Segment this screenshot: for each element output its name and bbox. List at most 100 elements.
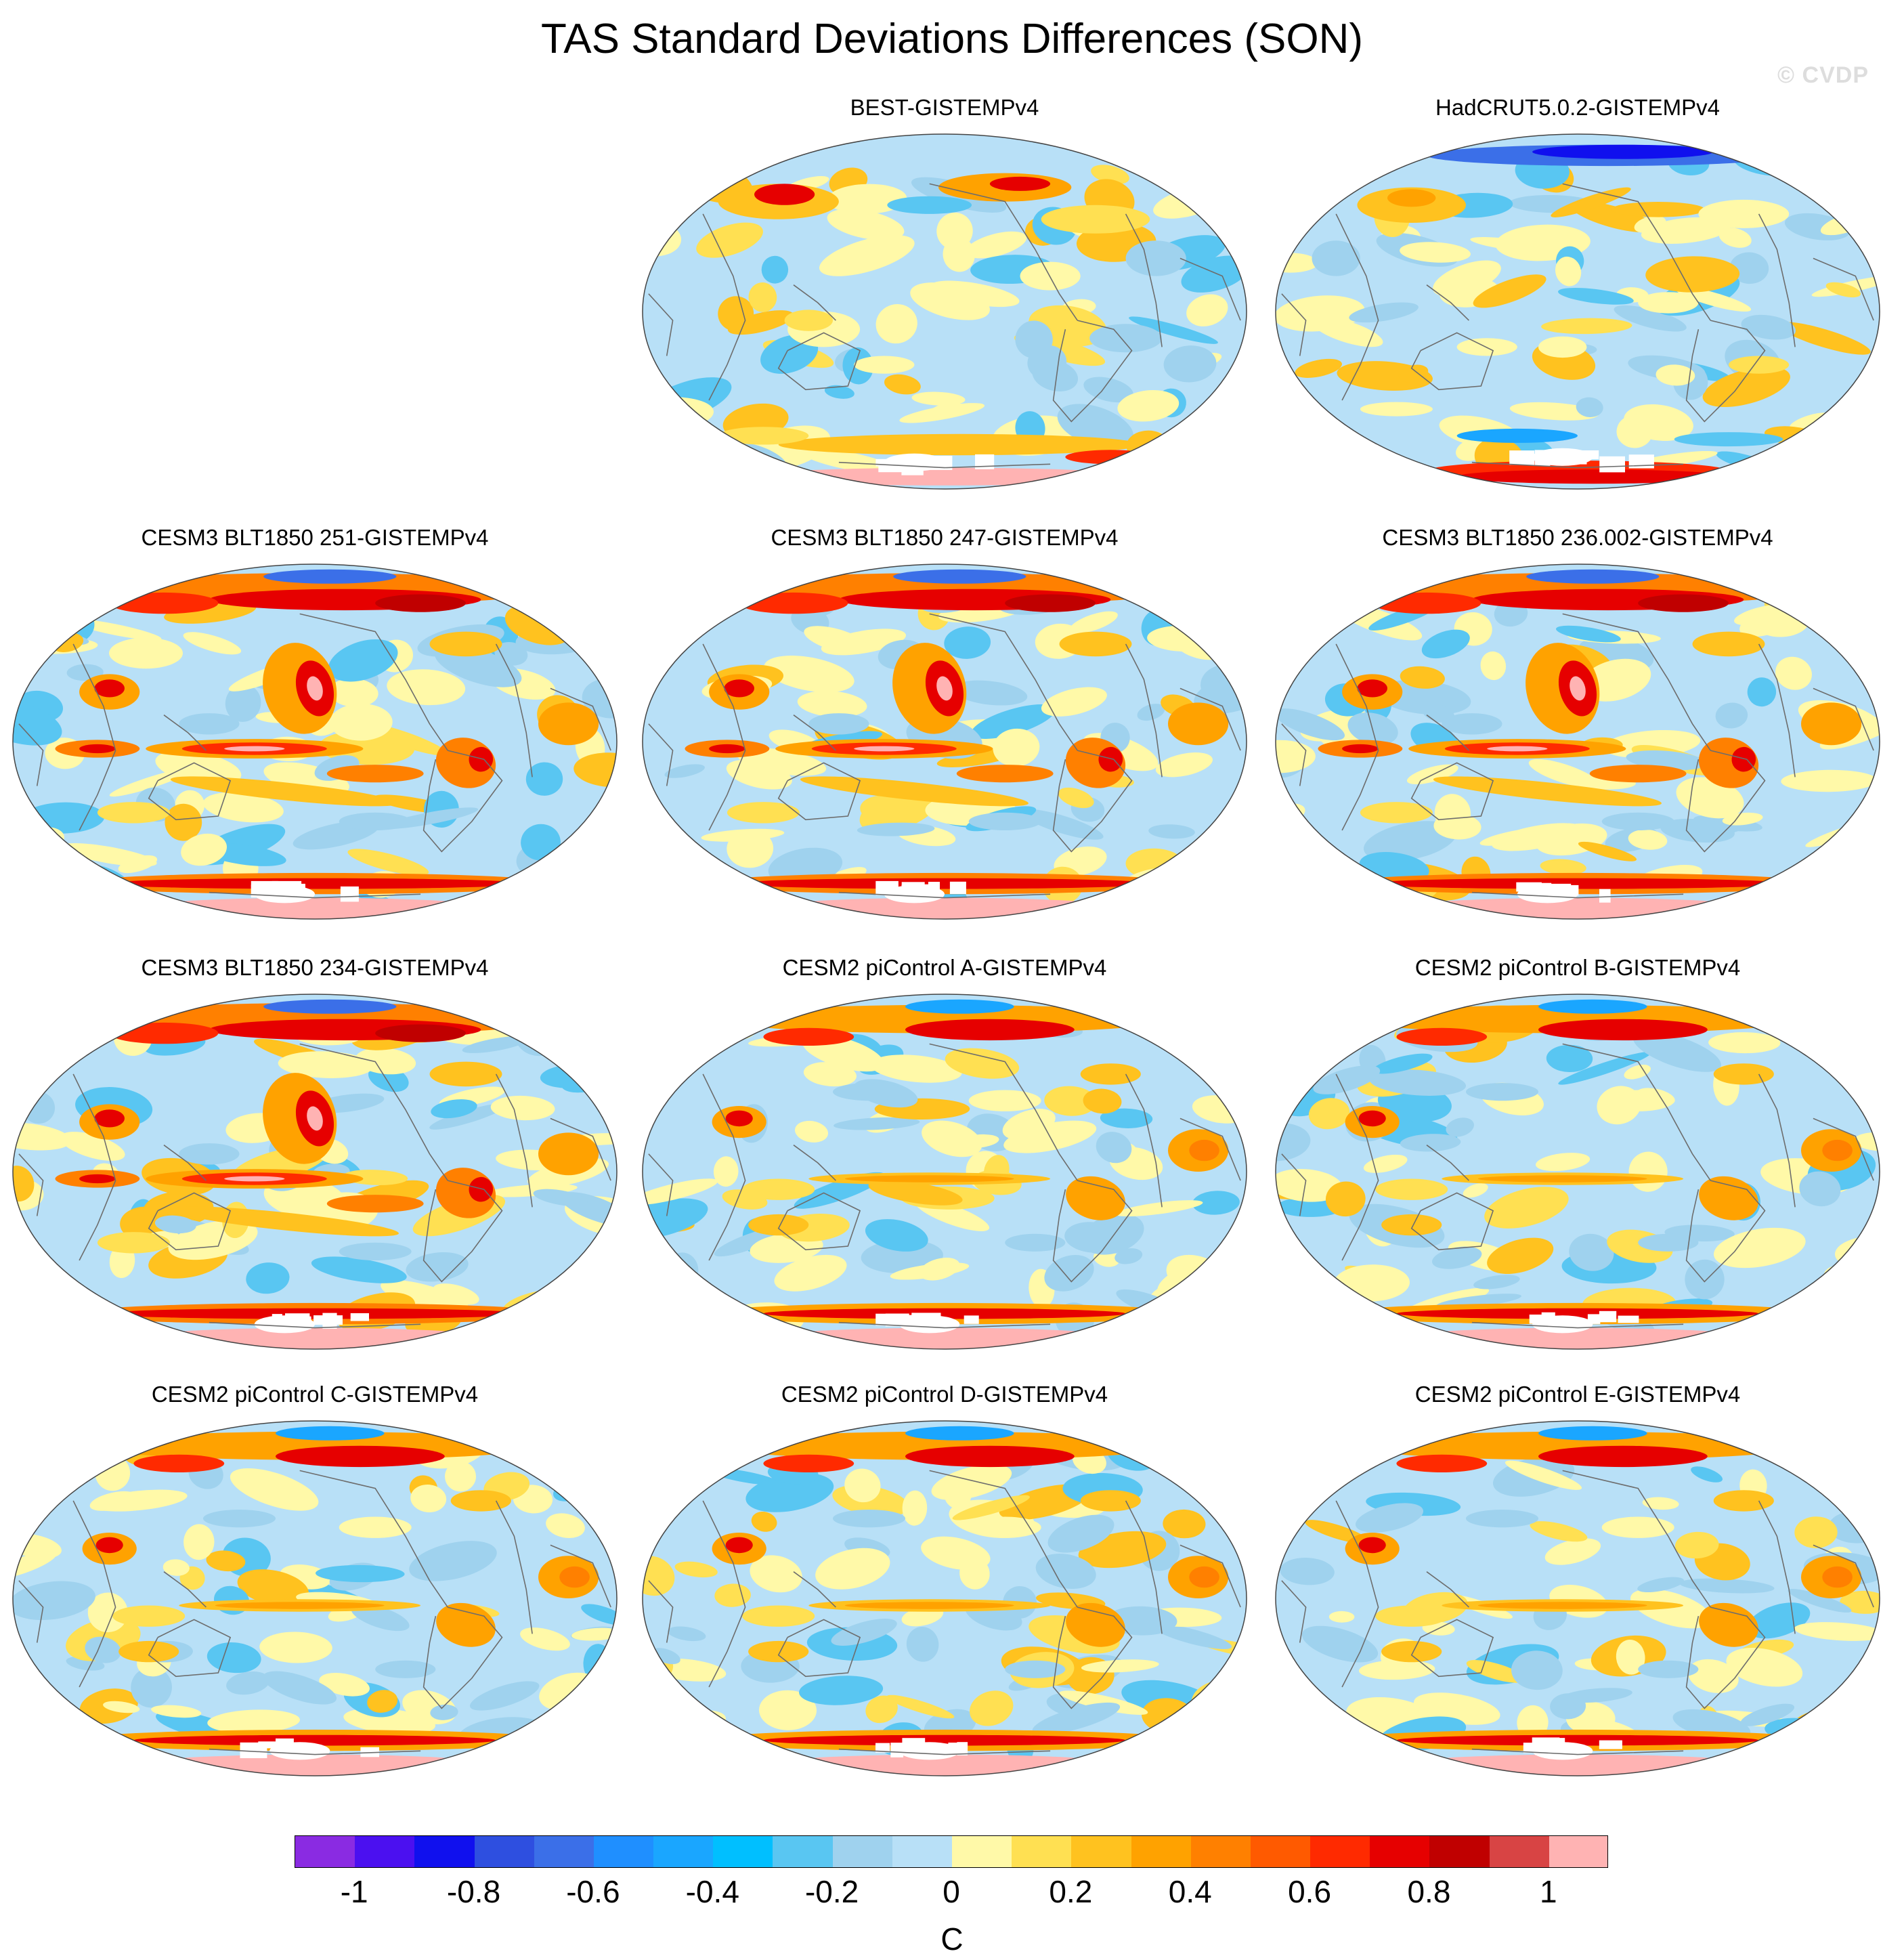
field-feature [1801, 702, 1862, 746]
field-blob [367, 1690, 398, 1713]
colorbar-tick-label: -0.2 [804, 1874, 859, 1909]
field-blob [13, 1678, 42, 1714]
credit-watermark: © CVDP [1777, 62, 1869, 88]
field-blob [1691, 1466, 1723, 1483]
missing-data [272, 1314, 282, 1322]
field-blob [183, 632, 242, 655]
missing-data [285, 1313, 310, 1321]
coastline [1125, 643, 1163, 777]
field-feature [1005, 594, 1096, 612]
field-blob [118, 855, 158, 874]
colorbar-box [355, 1836, 415, 1867]
field-blob [1645, 256, 1740, 293]
field-blob [668, 1626, 706, 1642]
missing-data [938, 1319, 951, 1328]
missing-data [251, 885, 262, 898]
field-blob [1734, 604, 1793, 626]
field-feature [559, 1566, 590, 1588]
field-feature [1080, 1490, 1141, 1512]
coastline [793, 1571, 836, 1608]
field-feature [538, 702, 599, 746]
field-feature [1466, 1510, 1538, 1528]
field-feature [79, 744, 116, 754]
field-blob [1466, 1660, 1526, 1683]
field-blob [1295, 358, 1342, 378]
field-blob [1718, 228, 1752, 248]
field-feature [375, 594, 466, 612]
missing-data [875, 880, 899, 896]
field-blob [1096, 1132, 1132, 1164]
colorbar-box [1310, 1836, 1370, 1867]
field-blob [865, 1219, 928, 1252]
coastline [209, 1321, 421, 1329]
field-blob [1546, 1044, 1593, 1073]
coastline [838, 1321, 1051, 1329]
missing-data [276, 1738, 294, 1750]
map-border [12, 1420, 618, 1776]
field-feature [784, 310, 833, 331]
field-feature [968, 1090, 1041, 1111]
field-blob [936, 212, 973, 250]
coastline [550, 1117, 611, 1181]
field-feature [1713, 1063, 1774, 1085]
colorbar-box [1131, 1836, 1192, 1867]
coastline [1813, 1544, 1874, 1608]
coastline [1813, 1117, 1874, 1181]
colorbar-box [1012, 1836, 1072, 1867]
map-field [643, 994, 1247, 1349]
coastline [1281, 1153, 1307, 1216]
field-blob [834, 1117, 920, 1130]
map-panel: BEST-GISTEMPv4 [633, 95, 1256, 515]
field-feature [1168, 702, 1229, 746]
field-blob [1747, 677, 1777, 707]
field-feature [956, 765, 1054, 783]
field-blob [311, 1256, 407, 1283]
field-blob [922, 1120, 982, 1157]
field-blob [1226, 879, 1247, 901]
panel-title: CESM3 BLT1850 247-GISTEMPv4 [771, 525, 1119, 550]
coastline [1410, 332, 1494, 391]
colorbar-box [892, 1836, 953, 1867]
map-field [1276, 134, 1880, 489]
field-blob [1276, 740, 1316, 773]
field-blob [804, 626, 869, 654]
colorbar-box [1489, 1836, 1550, 1867]
field-blob [1276, 1453, 1296, 1470]
field-feature [1456, 469, 1729, 484]
field-blob [538, 1312, 595, 1330]
map-panel: CESM2 piControl A-GISTEMPv4 [633, 955, 1256, 1375]
field-blob [1219, 171, 1247, 201]
missing-data [949, 881, 966, 894]
field-blob [1091, 165, 1129, 185]
map-field [643, 564, 1247, 919]
field-feature [763, 1027, 854, 1046]
field-blob [727, 310, 794, 335]
field-blob [183, 1524, 215, 1560]
field-blob [1194, 673, 1247, 714]
field-blob [1702, 366, 1790, 408]
field-blob [387, 669, 466, 706]
colorbar-tick-label: -0.4 [685, 1874, 739, 1909]
field-blob [799, 1676, 884, 1705]
field-blob [1311, 316, 1383, 347]
field-feature [1189, 1139, 1219, 1162]
field-blob [430, 1704, 458, 1720]
coastline [495, 1500, 533, 1634]
field-blob [1432, 1246, 1482, 1269]
field-blob [1555, 256, 1582, 286]
field-feature [179, 713, 240, 735]
field-blob [230, 1468, 319, 1511]
field-feature [1674, 432, 1783, 447]
field-blob [329, 678, 378, 707]
field-feature [215, 1602, 385, 1609]
field-blob [1355, 1503, 1424, 1533]
map-field [13, 564, 617, 919]
field-blob [109, 768, 192, 797]
coastline [648, 293, 674, 356]
coastline [18, 1153, 44, 1216]
field-blob [406, 1252, 469, 1282]
map-plot [642, 994, 1247, 1350]
field-feature [1477, 1175, 1647, 1183]
field-blob [868, 1180, 963, 1206]
field-blob [1190, 435, 1247, 473]
